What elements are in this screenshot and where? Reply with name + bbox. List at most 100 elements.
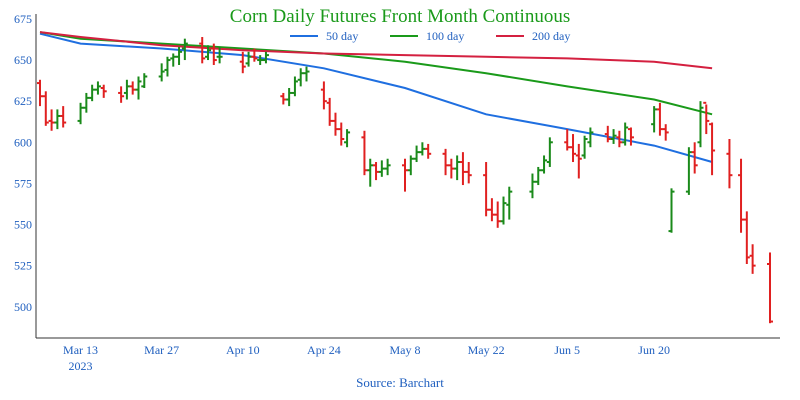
- ohlc-bar: [622, 122, 629, 146]
- ohlc-bar: [407, 155, 414, 176]
- x-tick-label: Mar 13: [63, 343, 98, 357]
- ohlc-bar: [506, 186, 513, 220]
- chart-title: Corn Daily Futures Front Month Continuou…: [230, 6, 570, 27]
- ohlc-bar: [488, 198, 495, 222]
- ohlc-bar: [89, 84, 96, 102]
- ohlc-bar: [581, 135, 588, 159]
- ohlc-bar: [384, 158, 391, 176]
- ohlc-bar: [77, 102, 84, 125]
- ohlc-bar: [541, 155, 548, 174]
- ohlc-bar: [454, 155, 461, 181]
- ohlc-bar: [610, 129, 617, 144]
- ohlc-bar: [123, 79, 130, 100]
- ohlc-bar: [651, 106, 658, 133]
- ohlc-bar: [48, 109, 55, 131]
- ohlc-bar: [245, 51, 252, 67]
- ohlc-bar: [199, 37, 206, 64]
- ohlc-bar: [60, 106, 67, 128]
- y-tick-labels: 500 525 550 575 600 625 650 675: [14, 12, 32, 314]
- ohlc-bar: [135, 76, 142, 100]
- ohlc-bar: [280, 92, 287, 105]
- ohlc-bar: [100, 84, 107, 98]
- ma-line-50-day: [39, 32, 713, 163]
- ohlc-bar: [616, 130, 623, 148]
- x-tick-sublabel: 2023: [69, 359, 93, 373]
- x-tick-label: May 8: [390, 343, 421, 357]
- ohlc-bar: [749, 244, 756, 274]
- x-tick-labels: Mar 13 2023 Mar 27 Apr 10 Apr 24 May 8 May 22 J…: [63, 343, 670, 373]
- ohlc-bar: [546, 137, 553, 167]
- ohlc-bar: [181, 38, 188, 61]
- ohlc-bar: [170, 53, 177, 67]
- ohlc-bar: [483, 162, 490, 217]
- ohlc-bar: [465, 162, 472, 184]
- y-tick-label: 675: [14, 12, 32, 26]
- x-tick-label: May 22: [468, 343, 505, 357]
- ohlc-bar: [338, 122, 345, 146]
- ohlc-bar: [604, 125, 611, 143]
- ohlc-bar: [344, 129, 351, 148]
- ohlc-bar: [459, 152, 466, 186]
- ma-line-200-day: [39, 31, 713, 70]
- ohlc-bar: [42, 91, 49, 126]
- ohlc-bar: [286, 88, 293, 107]
- ohlc-bar: [94, 81, 101, 95]
- ohlc-bar: [176, 46, 183, 65]
- y-tick-label: 575: [14, 176, 32, 190]
- ohlc-bars: [37, 37, 773, 324]
- ohlc-bar: [697, 101, 704, 148]
- ohlc-bar: [164, 56, 171, 77]
- y-tick-label: 550: [14, 218, 32, 232]
- ohlc-bar: [210, 43, 217, 65]
- ohlc-bar: [627, 127, 634, 146]
- ohlc-bar: [494, 201, 501, 228]
- ohlc-bar: [332, 112, 339, 136]
- ohlc-bar: [320, 81, 327, 110]
- y-tick-label: 600: [14, 135, 32, 149]
- ohlc-bar: [262, 51, 269, 64]
- ohlc-bar: [239, 51, 246, 74]
- legend-label-100-day: 100 day: [426, 29, 464, 43]
- moving-average-lines: [39, 31, 713, 163]
- ohlc-bar: [118, 86, 125, 103]
- ohlc-bar: [402, 158, 408, 192]
- legend: 50 day 100 day 200 day: [290, 29, 570, 43]
- ohlc-bar: [291, 76, 298, 97]
- ohlc-bar: [587, 127, 594, 148]
- ohlc-bar: [367, 158, 374, 187]
- ohlc-bar: [703, 101, 710, 135]
- ohlc-bar: [303, 66, 310, 82]
- ohlc-bar: [419, 142, 426, 156]
- ohlc-bar: [500, 196, 507, 225]
- ohlc-bar: [709, 122, 716, 176]
- ohlc-bar: [251, 48, 258, 62]
- ohlc-bar: [373, 162, 380, 181]
- ohlc-bar: [535, 166, 542, 186]
- ma-line-100-day: [39, 31, 713, 116]
- ohlc-bar: [37, 79, 43, 107]
- ohlc-bar: [448, 158, 455, 179]
- x-tick-label: Apr 24: [307, 343, 341, 357]
- ohlc-bar: [564, 129, 571, 151]
- x-tick-label: Apr 10: [226, 343, 260, 357]
- ohlc-bar: [141, 73, 148, 89]
- ohlc-bar: [158, 63, 165, 82]
- ohlc-bar: [570, 134, 577, 163]
- y-tick-label: 650: [14, 53, 32, 67]
- ohlc-bar: [726, 138, 733, 189]
- ohlc-bar: [575, 143, 582, 179]
- ohlc-bar: [656, 102, 663, 136]
- ohlc-bar: [54, 109, 61, 130]
- ohlc-bar: [685, 147, 692, 195]
- source-note: Source: Barchart: [356, 375, 444, 390]
- ohlc-bar: [326, 97, 333, 126]
- ohlc-bar: [529, 173, 536, 199]
- x-tick-label: Mar 27: [144, 343, 179, 357]
- ohlc-bar: [442, 148, 449, 176]
- ohlc-bar: [216, 46, 223, 64]
- ohlc-bar: [205, 45, 212, 61]
- legend-label-200-day: 200 day: [532, 29, 570, 43]
- ohlc-bar: [738, 158, 745, 233]
- ohlc-bar: [297, 68, 304, 87]
